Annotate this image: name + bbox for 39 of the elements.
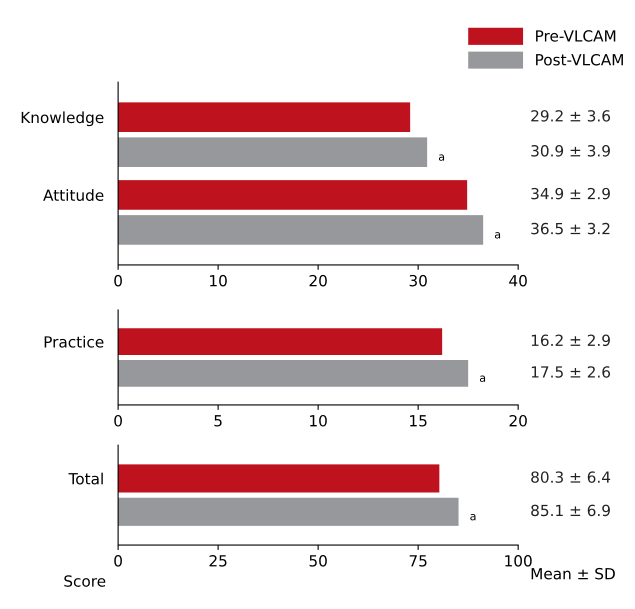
x-tick-label: 100 [505,555,532,567]
bar [118,102,410,132]
x-tick-label: 10 [310,414,327,427]
annotation: a [494,232,500,239]
x-tick-label: 0 [114,274,122,286]
annotation: a [438,154,444,161]
x-tick-label: 5 [214,415,222,427]
x-tick-label: 75 [410,555,427,567]
x-tick-label: 40 [509,274,527,286]
text: Mean ± SD [532,568,615,580]
text: 85.1 ± 6.9 [531,504,610,516]
y-tick-label: Knowledge [22,111,104,126]
bar [118,180,468,210]
x-tick-label: 50 [310,555,327,567]
text: 17.5 ± 2.6 [532,366,610,378]
annotation: a [480,376,486,382]
bar [118,215,484,245]
x-tick-label: 20 [310,274,327,286]
x-axis-title: Score [64,575,106,587]
y-tick-label: Attitude [43,189,104,201]
x-tick-label: 10 [210,274,227,286]
x-tick-label: 25 [210,555,227,567]
x-tick-label: 30 [410,274,427,286]
x-tick-label: 0 [114,555,122,567]
text: 30.9 ± 3.9 [531,145,610,157]
text: 36.5 ± 3.2 [531,222,610,234]
x-tick-label: 20 [510,414,527,427]
x-tick-label: 0 [114,414,122,427]
x-tick-label: 15 [410,415,427,427]
text: 16.2 ± 2.9 [532,334,610,346]
annotation: a [470,514,476,520]
y-tick-label: Practice [44,336,104,348]
text: 80.3 ± 6.4 [531,471,610,483]
legend-label: Pre-VLCAM [536,30,616,42]
y-tick-label: Total [68,472,103,484]
text: 29.2 ± 3.6 [531,110,610,122]
bar [118,137,428,167]
text: 34.9 ± 2.9 [531,188,610,200]
legend-label: Post-VLCAM [536,54,623,66]
